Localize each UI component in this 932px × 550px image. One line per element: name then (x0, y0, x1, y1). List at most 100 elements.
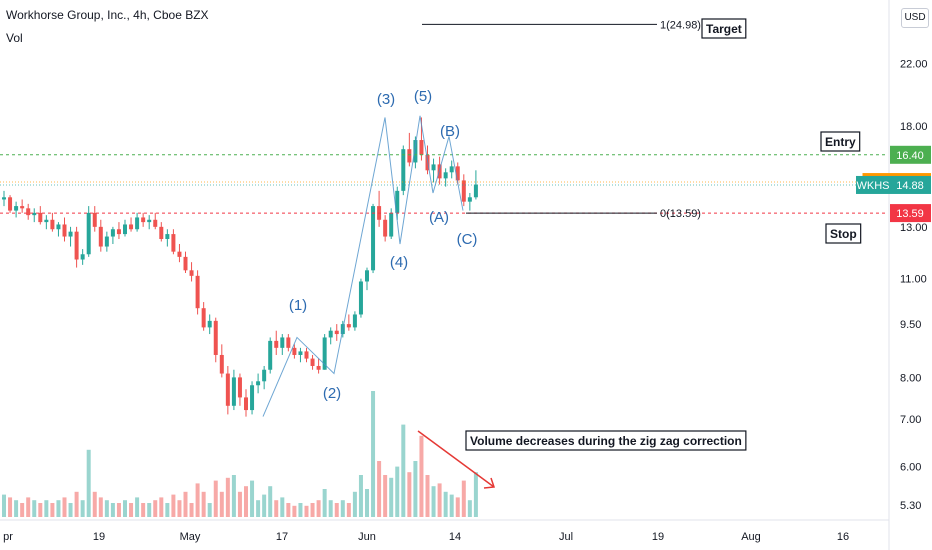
candle-body (280, 337, 285, 348)
candle (195, 270, 200, 315)
volume-bar (225, 477, 230, 517)
candlesticks (2, 117, 478, 417)
candle-body (74, 231, 79, 260)
volume-bar (383, 475, 388, 517)
volume-bar (110, 503, 115, 517)
volume-bars (2, 391, 478, 517)
candle-body (322, 337, 327, 370)
wave-label: (B) (440, 123, 460, 140)
time-axis: pr 19 May 17 Jun 14 Jul 19 Aug 16 (3, 531, 849, 543)
candle (262, 365, 267, 390)
candle (304, 347, 309, 363)
time-tick-label: Jul (559, 531, 573, 543)
volume-bar (86, 449, 91, 517)
candle-body (50, 219, 55, 230)
candle-body (14, 206, 19, 211)
volume-bar (50, 503, 55, 517)
volume-bar (304, 505, 309, 517)
candle-body (110, 229, 115, 237)
candle-body (298, 351, 303, 355)
volume-bar (171, 494, 176, 517)
volume-bar (280, 497, 285, 517)
wave-path (262, 115, 464, 417)
price-tick-label: 5.30 (900, 500, 921, 512)
candle-body (371, 206, 376, 271)
candle (467, 192, 472, 211)
price-tick-label: 9.50 (900, 319, 921, 331)
volume-bar (352, 491, 357, 517)
volume-bar (231, 475, 236, 517)
volume-note-annotation: Volume decreases during the zig zag corr… (465, 430, 747, 451)
candle (68, 226, 73, 247)
volume-bar (334, 503, 339, 517)
time-tick-label: 19 (93, 531, 105, 543)
time-tick-label: Jun (358, 531, 376, 543)
candle (177, 244, 182, 263)
volume-bar (116, 503, 121, 517)
volume-bar (310, 503, 315, 517)
candle-body (201, 308, 206, 328)
price-tag-value: 14.88 (896, 180, 924, 192)
candle-body (328, 330, 333, 338)
candle-body (292, 347, 297, 355)
candle-body (2, 197, 6, 200)
candle-body (352, 314, 357, 328)
candle (129, 217, 134, 232)
candle (328, 327, 333, 345)
currency-button[interactable]: USD (901, 8, 929, 28)
volume-bar (395, 466, 400, 517)
price-tick-label: 7.00 (900, 414, 921, 426)
volume-bar (377, 461, 382, 517)
candle-body (268, 340, 273, 370)
volume-bar (346, 503, 351, 517)
candle-body (165, 234, 170, 240)
entry-annotation-box (820, 131, 861, 152)
candle-body (159, 226, 164, 240)
candle-body (467, 197, 472, 202)
price-tick-label: 18.00 (900, 121, 928, 133)
candle-body (183, 256, 188, 271)
price-tag-label-bg (856, 175, 890, 194)
candle-body (244, 397, 248, 411)
candle-body (68, 231, 73, 237)
volume-bar (92, 491, 97, 517)
price-tag-label: WKHS (857, 180, 890, 192)
time-tick-label: May (180, 531, 201, 543)
candle (346, 314, 351, 331)
price-tick-label: 6.00 (900, 462, 921, 474)
volume-bar (38, 503, 43, 517)
wave-label: (C) (457, 231, 478, 248)
candle (334, 324, 339, 341)
candle-body (92, 212, 97, 227)
candle (135, 212, 140, 232)
price-tag-value-bg (890, 145, 931, 164)
candle-body (443, 172, 448, 179)
volume-note-annotation-text: Volume decreases during the zig zag corr… (470, 434, 742, 448)
candle (116, 222, 121, 240)
wave-label: (1) (289, 297, 307, 314)
candle (171, 229, 176, 255)
volume-bar (268, 486, 273, 517)
candle (183, 251, 188, 274)
candle (2, 190, 6, 207)
price-tag: WKHS 14.88 (856, 175, 931, 194)
candle (153, 212, 158, 230)
candle-body (171, 234, 176, 252)
volume-bar (213, 480, 218, 517)
candle (123, 219, 127, 237)
candle (407, 132, 412, 167)
candle (431, 158, 436, 183)
volume-bar (80, 500, 85, 517)
volume-bar (365, 489, 369, 517)
candle (44, 215, 49, 230)
candle-body (419, 140, 424, 155)
candle (141, 212, 146, 227)
volume-bar (2, 494, 6, 517)
candle-body (231, 377, 236, 406)
wave-label: (A) (429, 209, 449, 226)
volume-bar (183, 491, 188, 517)
candle (383, 215, 388, 242)
candle (268, 337, 273, 374)
trend-arrow-head (483, 477, 496, 489)
